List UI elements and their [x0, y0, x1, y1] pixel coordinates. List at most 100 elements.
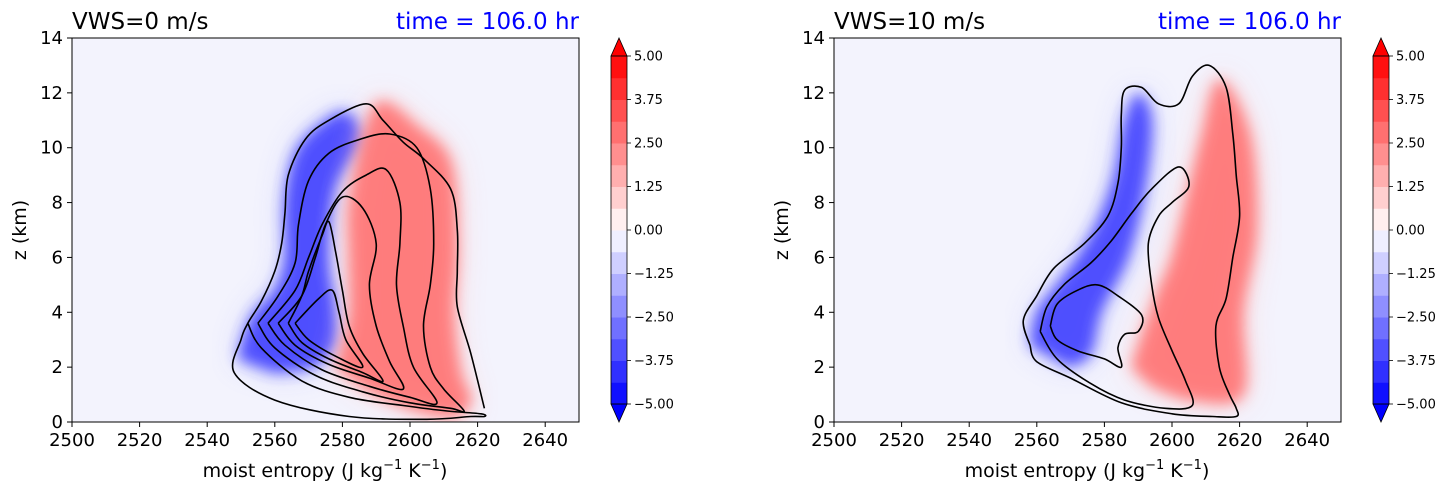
- y-tick-label: 4: [52, 302, 63, 323]
- x-tick-label: 2580: [1081, 430, 1127, 451]
- colorbar-level: [611, 382, 627, 405]
- colorbar-tick-label: 3.75: [1396, 93, 1425, 108]
- x-tick-label: 2560: [252, 430, 298, 451]
- contour-line: [287, 220, 384, 383]
- colorbar-tick-label: 0.00: [1396, 224, 1425, 239]
- x-tick-label: 2540: [946, 430, 992, 451]
- colorbar-level: [1373, 121, 1389, 144]
- time-label: time = 106.0 hr: [396, 9, 580, 35]
- colorbar-tick-label: −5.00: [634, 398, 674, 413]
- y-tick-label: 14: [40, 28, 63, 49]
- colorbar: 5.00 3.75 2.50 1.25 0.00 −1.25 −2.50 −3.75 −5.00: [1372, 37, 1436, 423]
- colorbar-level: [1373, 360, 1389, 383]
- colorbar-level: [1373, 295, 1389, 318]
- colorbar-extend-min: [1372, 403, 1390, 423]
- colorbar-level: [1373, 164, 1389, 187]
- y-axis-label: z (km): [9, 200, 31, 260]
- colorbar-level: [611, 338, 627, 361]
- colorbar-level: [611, 164, 627, 187]
- colorbar-level: [611, 230, 627, 253]
- colorbar-level: [611, 251, 627, 274]
- colorbar-level: [1373, 251, 1389, 274]
- shading-layer: [237, 101, 471, 417]
- colorbar: 5.00 3.75 2.50 1.25 0.00 −1.25 −2.50 −3.75 −5.00: [610, 37, 674, 423]
- time-label: time = 106.0 hr: [1158, 9, 1342, 35]
- plot-frame: [833, 37, 1342, 423]
- colorbar-tick-label: 0.00: [634, 224, 663, 239]
- colorbar-tick-label: −3.75: [634, 354, 674, 369]
- plot-area: [834, 38, 1341, 422]
- x-axis-label: moist entropy (J kg−1 K−1): [965, 458, 1210, 482]
- y-tick-label: 2: [52, 357, 63, 378]
- x-tick-label: 2520: [117, 430, 163, 451]
- x-tick-label: 2560: [1014, 430, 1060, 451]
- y-tick-label: 10: [802, 138, 825, 159]
- y-tick-label: 2: [814, 357, 825, 378]
- colorbar-level: [1373, 143, 1389, 166]
- colorbar-level: [611, 77, 627, 100]
- colorbar-tick-label: 5.00: [1396, 50, 1425, 65]
- positive-shading: [1131, 79, 1257, 404]
- colorbar-level: [611, 56, 627, 79]
- shading-layer: [1030, 79, 1257, 404]
- plot-frame: [71, 37, 580, 423]
- contour-line: [1022, 64, 1241, 419]
- x-tick-label: 2640: [1284, 430, 1330, 451]
- y-tick-label: 8: [52, 193, 63, 214]
- colorbar-extend-max: [610, 37, 628, 57]
- y-axis-label: z (km): [771, 200, 793, 260]
- colorbar-tick-label: −3.75: [1396, 354, 1436, 369]
- colorbar-level: [611, 295, 627, 318]
- colorbar-level: [611, 99, 627, 122]
- x-tick-label: 2540: [184, 430, 230, 451]
- panel-title: VWS=0 m/s: [72, 9, 208, 35]
- colorbar-tick-label: −5.00: [1396, 398, 1436, 413]
- y-tick-label: 0: [814, 412, 825, 433]
- y-tick-label: 6: [814, 247, 825, 268]
- negative-shading: [237, 111, 363, 373]
- colorbar-tick-label: −2.50: [634, 311, 674, 326]
- colorbar-tick-label: 2.50: [1396, 137, 1425, 152]
- contour-line: [277, 195, 405, 391]
- colorbar-tick-label: 1.25: [1396, 180, 1425, 195]
- x-tick-label: 2520: [879, 430, 925, 451]
- contour-line: [294, 289, 364, 369]
- colorbar-level: [1373, 230, 1389, 253]
- colorbar-level: [1373, 317, 1389, 340]
- colorbar-level: [611, 360, 627, 383]
- contour-layer: [231, 102, 487, 421]
- negative-shading: [1030, 92, 1152, 368]
- x-tick-label: 2600: [387, 430, 433, 451]
- contour-layer: [1022, 64, 1241, 419]
- contour-line: [1049, 283, 1144, 369]
- contour-line: [257, 132, 466, 413]
- colorbar-level: [611, 121, 627, 144]
- contour-line: [231, 102, 487, 421]
- panel-vws-10: 2500 2520 2540 2560 2580 2600 2620 2640 0 2 4 6 8 10 1…: [771, 9, 1436, 482]
- colorbar-level: [611, 317, 627, 340]
- positive-shading: [335, 101, 471, 417]
- x-tick-label: 2620: [1217, 430, 1263, 451]
- colorbar-tick-label: 1.25: [634, 180, 663, 195]
- axis-ticks: 2500 2520 2540 2560 2580 2600 2620 2640 0 2 4 6 8 10 1…: [802, 28, 1330, 451]
- x-tick-label: 2500: [49, 430, 95, 451]
- x-axis-label: moist entropy (J kg−1 K−1): [203, 458, 448, 482]
- axis-ticks: 2500 2520 2540 2560 2580 2600 2620 2640 0 2 4 6 8 10 1…: [40, 28, 568, 451]
- colorbar-extend-max: [1372, 37, 1390, 57]
- colorbar-extend-min: [610, 403, 628, 423]
- contour-line: [267, 167, 438, 406]
- colorbar-level: [611, 186, 627, 209]
- x-tick-label: 2600: [1149, 430, 1195, 451]
- colorbar-level: [1373, 208, 1389, 231]
- colorbar-level: [611, 208, 627, 231]
- y-tick-label: 6: [52, 247, 63, 268]
- panel-vws-0: 2500 2520 2540 2560 2580 2600 2620 2640 0 2 4 6 8 10 1…: [9, 9, 674, 482]
- panel-title: VWS=10 m/s: [834, 9, 985, 35]
- colorbar-level: [611, 143, 627, 166]
- colorbar-tick-label: −1.25: [634, 267, 674, 282]
- colorbar-level: [1373, 382, 1389, 405]
- colorbar-level: [1373, 99, 1389, 122]
- y-tick-label: 12: [802, 83, 825, 104]
- colorbar-level: [611, 273, 627, 296]
